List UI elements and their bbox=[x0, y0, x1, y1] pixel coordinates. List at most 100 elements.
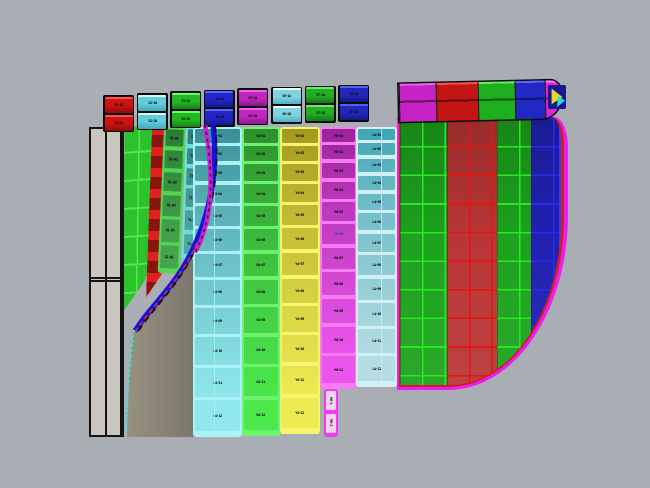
sheer-label-column-cyan[interactable]: S2-1A S2-2A bbox=[136, 93, 168, 130]
panel-cell[interactable]: M4-10 bbox=[321, 325, 356, 354]
panel-cell[interactable]: G1-02 bbox=[163, 148, 184, 171]
panel-cell[interactable]: L4-02 bbox=[357, 142, 396, 157]
panel-cell[interactable]: L4-01 bbox=[357, 128, 396, 141]
panel-cell[interactable]: L4-11 bbox=[357, 327, 396, 354]
panel-cell[interactable]: M4-08 bbox=[321, 271, 356, 297]
sheer-band-right[interactable] bbox=[398, 80, 563, 122]
panel-cell[interactable]: C4-04 bbox=[194, 183, 241, 204]
panel-cell[interactable]: G4-11 bbox=[243, 366, 279, 398]
panel-cell[interactable]: Y4-10 bbox=[281, 334, 319, 364]
hull-strip-blue-large[interactable] bbox=[531, 117, 561, 385]
panel-cell[interactable]: M4-01 bbox=[321, 128, 356, 143]
panel-cell[interactable]: Y4-01 bbox=[281, 128, 319, 144]
hull-strip-red-large[interactable] bbox=[447, 117, 497, 385]
panel-cell[interactable]: L4-10 bbox=[357, 302, 396, 327]
sheer-cell[interactable]: S1-2A bbox=[104, 114, 133, 131]
panel-cell[interactable]: G1-03 bbox=[162, 170, 183, 194]
hull-strip-green-large[interactable] bbox=[400, 117, 447, 385]
sheer-cell[interactable]: S5-1A bbox=[238, 89, 267, 106]
panel-cell[interactable]: G1-04 bbox=[161, 193, 182, 218]
panel-cell[interactable]: C4-01 bbox=[194, 128, 241, 144]
strip-green[interactable]: G4-01 G4-02 G4-03 G4-04 G4-05 G4-06 G4-07 G4-08… bbox=[242, 127, 280, 436]
panel-cell[interactable]: Y4-08 bbox=[281, 277, 319, 304]
panel-cell[interactable]: L4-08 bbox=[357, 254, 396, 277]
sheer-cell[interactable]: S4-2A bbox=[205, 109, 234, 125]
panel-cell[interactable]: L4-12 bbox=[357, 355, 396, 383]
panel-cell[interactable]: C4-07 bbox=[194, 252, 241, 278]
flat-plate[interactable] bbox=[89, 127, 124, 437]
sheer-cell[interactable]: S7-1A bbox=[306, 87, 335, 103]
sheer-cell[interactable]: S2-2A bbox=[138, 112, 167, 129]
panel-cell[interactable]: M4-09 bbox=[321, 297, 356, 325]
strip-magenta-appendage[interactable]: MV-1 MV-2 bbox=[324, 389, 338, 437]
sheer-cell[interactable]: S1-1A bbox=[104, 96, 133, 113]
sheer-cell[interactable]: S5-2A bbox=[238, 107, 267, 124]
panel-cell[interactable]: C4-03 bbox=[194, 163, 241, 183]
sheer-cell[interactable]: S8-1A bbox=[339, 86, 368, 102]
panel-cell[interactable]: Y4-09 bbox=[281, 305, 319, 333]
sheer-label-column-magenta[interactable]: S5-1A S5-2A bbox=[237, 88, 269, 125]
sheer-label-column-cyan2[interactable]: S6-1A S6-2A bbox=[271, 86, 302, 124]
panel-cell[interactable]: MV-1 bbox=[325, 390, 337, 412]
panel-cell[interactable]: Y4-12 bbox=[281, 396, 319, 430]
sheer-strip-blue[interactable] bbox=[514, 80, 546, 120]
panel-cell[interactable]: G1-06 bbox=[159, 243, 180, 271]
panel-cell[interactable]: C4-10 bbox=[194, 336, 241, 366]
panel-cell[interactable]: G4-03 bbox=[243, 163, 279, 183]
sheer-cell[interactable]: S6-2A bbox=[272, 106, 301, 122]
panel-cell[interactable]: G4-10 bbox=[243, 335, 279, 365]
panel-cell[interactable]: M4-04 bbox=[321, 180, 356, 200]
strip-cyan[interactable]: C4-01 C4-02 C4-03 C4-04 C4-05 C4-06 C4-07 C4-08… bbox=[193, 127, 242, 437]
panel-cell[interactable]: Y4-11 bbox=[281, 364, 319, 396]
sheer-cell[interactable]: S6-1A bbox=[272, 88, 301, 104]
panel-cell[interactable]: M4-05 bbox=[321, 201, 356, 222]
strip-ltcyan[interactable]: L4-01 L4-02 L4-03 L4-04 L4-05 L4-06 L4-07 L4-08… bbox=[356, 127, 397, 387]
panel-cell[interactable]: C4-05 bbox=[194, 205, 241, 227]
panel-cell[interactable]: G4-07 bbox=[243, 252, 279, 278]
panel-cell[interactable]: L4-09 bbox=[357, 277, 396, 301]
panel-cell[interactable]: G1-01 bbox=[164, 128, 185, 149]
panel-cell[interactable]: L4-03 bbox=[357, 157, 396, 174]
panel-cell[interactable]: C4-11 bbox=[194, 367, 241, 399]
sheer-cell[interactable]: S2-1A bbox=[138, 94, 167, 111]
panel-cell[interactable]: M4-11 bbox=[321, 354, 356, 385]
panel-cell[interactable]: M4-06 bbox=[321, 223, 356, 246]
sheer-cell[interactable]: S8-2A bbox=[339, 104, 368, 120]
strip-yellow[interactable]: Y4-01 Y4-02 Y4-03 Y4-04 Y4-05 Y4-06 Y4-07 Y4-08… bbox=[280, 127, 320, 434]
sheer-strip-magenta[interactable] bbox=[398, 83, 437, 122]
panel-cell[interactable]: M4-03 bbox=[321, 161, 356, 180]
waterline-curve-cyan-dotted[interactable] bbox=[124, 329, 136, 436]
panel-cell[interactable]: M4-07 bbox=[321, 246, 356, 271]
panel-cell[interactable]: Y4-04 bbox=[281, 183, 319, 204]
sheer-label-column-red[interactable]: S1-1A S1-2A bbox=[103, 95, 134, 132]
panel-cell[interactable]: G4-08 bbox=[243, 278, 279, 305]
panel-cell[interactable]: L4-05 bbox=[357, 192, 396, 211]
sheer-cell[interactable]: S4-1A bbox=[205, 91, 234, 107]
panel-cell[interactable]: Y4-07 bbox=[281, 251, 319, 277]
panel-cell[interactable]: C4-09 bbox=[194, 306, 241, 335]
hull-right-group[interactable] bbox=[397, 117, 568, 390]
panel-cell[interactable]: Y4-05 bbox=[281, 204, 319, 226]
panel-cell[interactable]: C4-12 bbox=[194, 399, 241, 433]
panel-cell[interactable]: C4-06 bbox=[194, 228, 241, 252]
panel-cell[interactable]: G4-06 bbox=[243, 227, 279, 252]
panel-cell[interactable]: L4-07 bbox=[357, 232, 396, 254]
panel-cell[interactable]: G4-04 bbox=[243, 183, 279, 204]
panel-cell[interactable]: G1-05 bbox=[160, 218, 181, 244]
panel-cell[interactable]: G4-05 bbox=[243, 204, 279, 227]
panel-cell[interactable]: G4-01 bbox=[243, 128, 279, 144]
sheer-cell[interactable]: S3-1A bbox=[171, 92, 200, 109]
panel-cell[interactable]: MV-2 bbox=[325, 412, 337, 434]
sheer-strip-red[interactable] bbox=[435, 82, 479, 122]
panel-cell[interactable]: M4-02 bbox=[321, 144, 356, 161]
panel-cell[interactable]: L4-04 bbox=[357, 174, 396, 192]
panel-cell[interactable]: L4-06 bbox=[357, 211, 396, 232]
hull-strip-green-large-2[interactable] bbox=[497, 117, 531, 385]
strip-magenta[interactable]: M4-01 M4-02 M4-03 M4-04 M4-05 M4-06 M4-07 M4-08… bbox=[320, 127, 357, 389]
panel-cell[interactable]: C4-08 bbox=[194, 279, 241, 306]
sheer-label-column-blue[interactable]: S4-1A S4-2A bbox=[203, 89, 235, 127]
panel-cell[interactable]: Y4-03 bbox=[281, 163, 319, 182]
panel-cell[interactable]: Y4-02 bbox=[281, 144, 319, 162]
sheer-label-column-blue2[interactable]: S8-1A S8-2A bbox=[338, 84, 370, 122]
sheer-strip-green[interactable] bbox=[477, 81, 516, 121]
